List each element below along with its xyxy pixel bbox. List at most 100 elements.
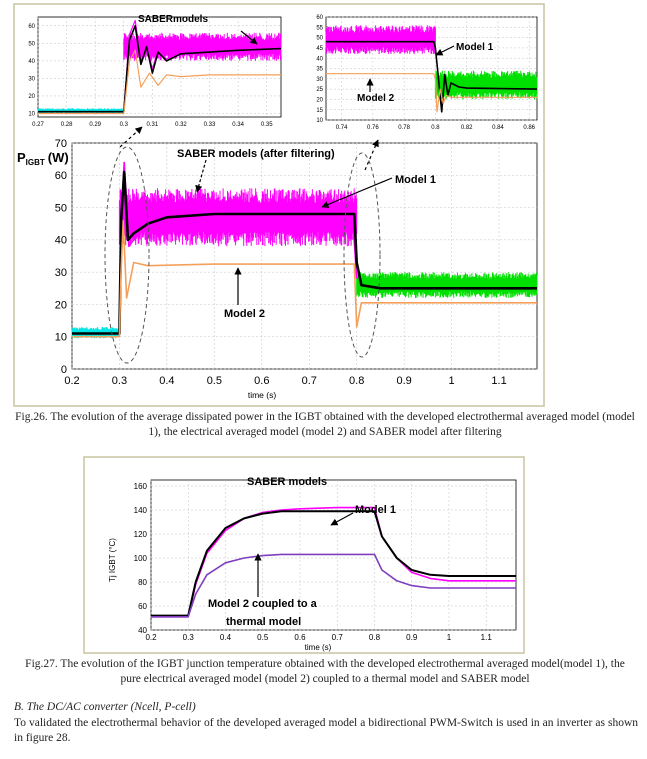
arrow-saber-inset1 — [240, 30, 258, 45]
plot-inset2-xtick-label: 0.78 — [398, 125, 410, 131]
plot-inset2-xtick-label: 0.74 — [336, 125, 348, 131]
plot-inset1-xtick-label: 0.34 — [232, 122, 244, 128]
plot-temp-xtick-label: 0.8 — [369, 633, 381, 642]
plot-main-ytick-label: 0 — [61, 364, 67, 376]
plot-main-ytick-label: 20 — [55, 299, 67, 311]
main-ylabel: PIGBT (W) — [17, 150, 69, 167]
plot-inset1-ytick-label: 30 — [28, 77, 35, 83]
zoom-ellipse-left — [104, 146, 150, 364]
plot-inset1-noise-band-1 — [123, 32, 282, 61]
temperature-plot: 0.2 0.3 0.4 0.5 0.6 0.7 0.8 0.9 1 1.1 40 60 80 100 120… — [134, 479, 517, 642]
plot-main-xtick-label: 1.1 — [491, 375, 506, 387]
plot-main-xtick-label: 0.4 — [159, 375, 174, 387]
fig26-caption: Fig.26. The evolution of the average dis… — [15, 411, 635, 438]
plot-inset1-ytick-label: 50 — [28, 41, 35, 47]
temp-ylabel: Tj IGBT (°C) — [108, 538, 117, 582]
temp-annotation-model2-line2: thermal model — [226, 616, 301, 628]
plot-temp-xtick-label: 0.7 — [332, 633, 344, 642]
arrow-saber-main — [195, 159, 207, 193]
temp-annotation-model1: Model 1 — [355, 504, 396, 516]
plot-main-ytick-label: 60 — [55, 170, 67, 182]
connector-inset1 — [119, 126, 143, 148]
plot-inset2-ytick-label: 60 — [316, 15, 323, 21]
plot-main-xtick-label: 0.7 — [302, 375, 317, 387]
arrow-model1-main — [321, 177, 393, 208]
plot-inset2-ytick-label: 15 — [316, 108, 323, 114]
plot-inset2-ytick-label: 30 — [316, 77, 323, 83]
plot-inset1-noise-band-0 — [37, 108, 125, 114]
temp-xlabel: time (s) — [305, 643, 332, 652]
temp-annotation-model2-line1: Model 2 coupled to a — [208, 598, 318, 610]
plot-temp-ytick-label: 140 — [134, 506, 148, 515]
plot-inset2-ytick-label: 20 — [316, 98, 323, 104]
plot-inset1-ytick-label: 20 — [28, 94, 35, 100]
plot-inset1-xtick-label: 0.28 — [61, 122, 73, 128]
plot-temp-xtick-label: 0.4 — [220, 633, 232, 642]
plot-temp-xtick-label: 1 — [447, 633, 452, 642]
plot-temp-ytick-label: 100 — [134, 554, 148, 563]
section-heading: B. The DC/AC converter (Ncell, P-cell) — [14, 701, 196, 713]
plot-inset2-ytick-label: 10 — [316, 118, 323, 124]
plot-inset1-ytick-label: 40 — [28, 59, 35, 65]
plot-inset2-xtick-label: 0.76 — [367, 125, 379, 131]
plot-main-xtick-label: 0.6 — [254, 375, 269, 387]
plot-temp-gridlines — [150, 480, 516, 631]
plot-inset1-xtick-label: 0.35 — [261, 122, 273, 128]
arrow-model1-temp — [330, 512, 354, 526]
plot-temp-xtick-label: 0.9 — [406, 633, 418, 642]
plot-main-series-model-2 — [72, 219, 537, 338]
plot-inset2-ytick-label: 55 — [316, 25, 323, 31]
plot-temp-series-model-1 — [151, 510, 516, 617]
plot-inset1-xtick-label: 0.29 — [89, 122, 101, 128]
plot-inset2-ytick-label: 25 — [316, 87, 323, 93]
plot-main-xtick-label: 0.9 — [396, 375, 411, 387]
main-power-plot: 0.2 0.3 0.4 0.5 0.6 0.7 0.8 0.9 1 1.1 0 10 20 30 40 50 6… — [55, 138, 538, 387]
plot-main-xtick-label: 0.5 — [207, 375, 222, 387]
plot-temp-ytick-label: 80 — [138, 578, 147, 587]
plot-main-xtick-label: 0.3 — [112, 375, 127, 387]
plot-inset1-xtick-label: 0.27 — [32, 122, 44, 128]
body-paragraph: To validated the electrothermal behavior… — [14, 717, 638, 744]
plot-inset1-xtick-label: 0.3 — [120, 122, 129, 128]
plot-inset2-xtick-label: 0.86 — [523, 125, 535, 131]
main-annotation-model2: Model 2 — [224, 308, 265, 320]
plot-inset2-xtick-label: 0.8 — [431, 125, 440, 131]
plot-inset2-ytick-label: 40 — [316, 56, 323, 62]
inset-plot-right: 0.74 0.76 0.78 0.8 0.82 0.84 0.86 10 15 20 25 30 35 4… — [316, 15, 538, 131]
plot-inset2-xtick-label: 0.82 — [461, 125, 473, 131]
plot-temp-ytick-label: 40 — [138, 626, 147, 635]
plot-main-xtick-label: 0.2 — [64, 375, 79, 387]
plot-temp-xtick-label: 1.1 — [481, 633, 493, 642]
plot-inset1-axes — [37, 16, 282, 118]
plot-inset2-ytick-label: 45 — [316, 46, 323, 52]
arrow-model1-inset2 — [435, 45, 455, 56]
plot-inset1-ytick-label: 60 — [28, 24, 35, 30]
plot-inset1-xtick-label: 0.33 — [204, 122, 216, 128]
plot-inset1-xtick-label: 0.31 — [147, 122, 159, 128]
plot-inset2-ytick-label: 50 — [316, 36, 323, 42]
plot-inset1-ytick-label: 10 — [28, 112, 35, 118]
zoom-ellipse-right — [343, 152, 381, 358]
plot-temp-xtick-label: 0.6 — [294, 633, 306, 642]
annotation-arrows — [119, 30, 455, 597]
plot-temp-xtick-label: 0.3 — [183, 633, 195, 642]
plot-main-ytick-label: 40 — [55, 235, 67, 247]
plot-temp-xtick-label: 0.2 — [145, 633, 157, 642]
temp-annotation-saber: SABER models — [247, 476, 327, 488]
inset2-annotation-model1: Model 1 — [456, 42, 494, 53]
plot-temp-ytick-label: 60 — [138, 602, 147, 611]
plot-temp-ytick-label: 160 — [134, 482, 148, 491]
plot-inset2-series-model-2 — [326, 73, 537, 113]
plot-temp-series-model-2 — [151, 553, 516, 618]
plot-main-ytick-label: 50 — [55, 202, 67, 214]
plot-temp-xtick-label: 0.5 — [257, 633, 269, 642]
inset1-annotation-saber: SABERmodels — [138, 14, 208, 25]
plot-temp-ytick-label: 120 — [134, 530, 148, 539]
plot-main-ytick-label: 30 — [55, 267, 67, 279]
fig27-caption: Fig.27. The evolution of the IGBT juncti… — [25, 658, 625, 685]
plot-inset2-series-model-1 — [326, 40, 538, 113]
inset2-annotation-model2: Model 2 — [357, 93, 395, 104]
plot-inset2-xtick-label: 0.84 — [492, 125, 504, 131]
main-xlabel: time (s) — [248, 390, 277, 400]
main-annotation-saber: SABER models (after filtering) — [177, 148, 335, 160]
